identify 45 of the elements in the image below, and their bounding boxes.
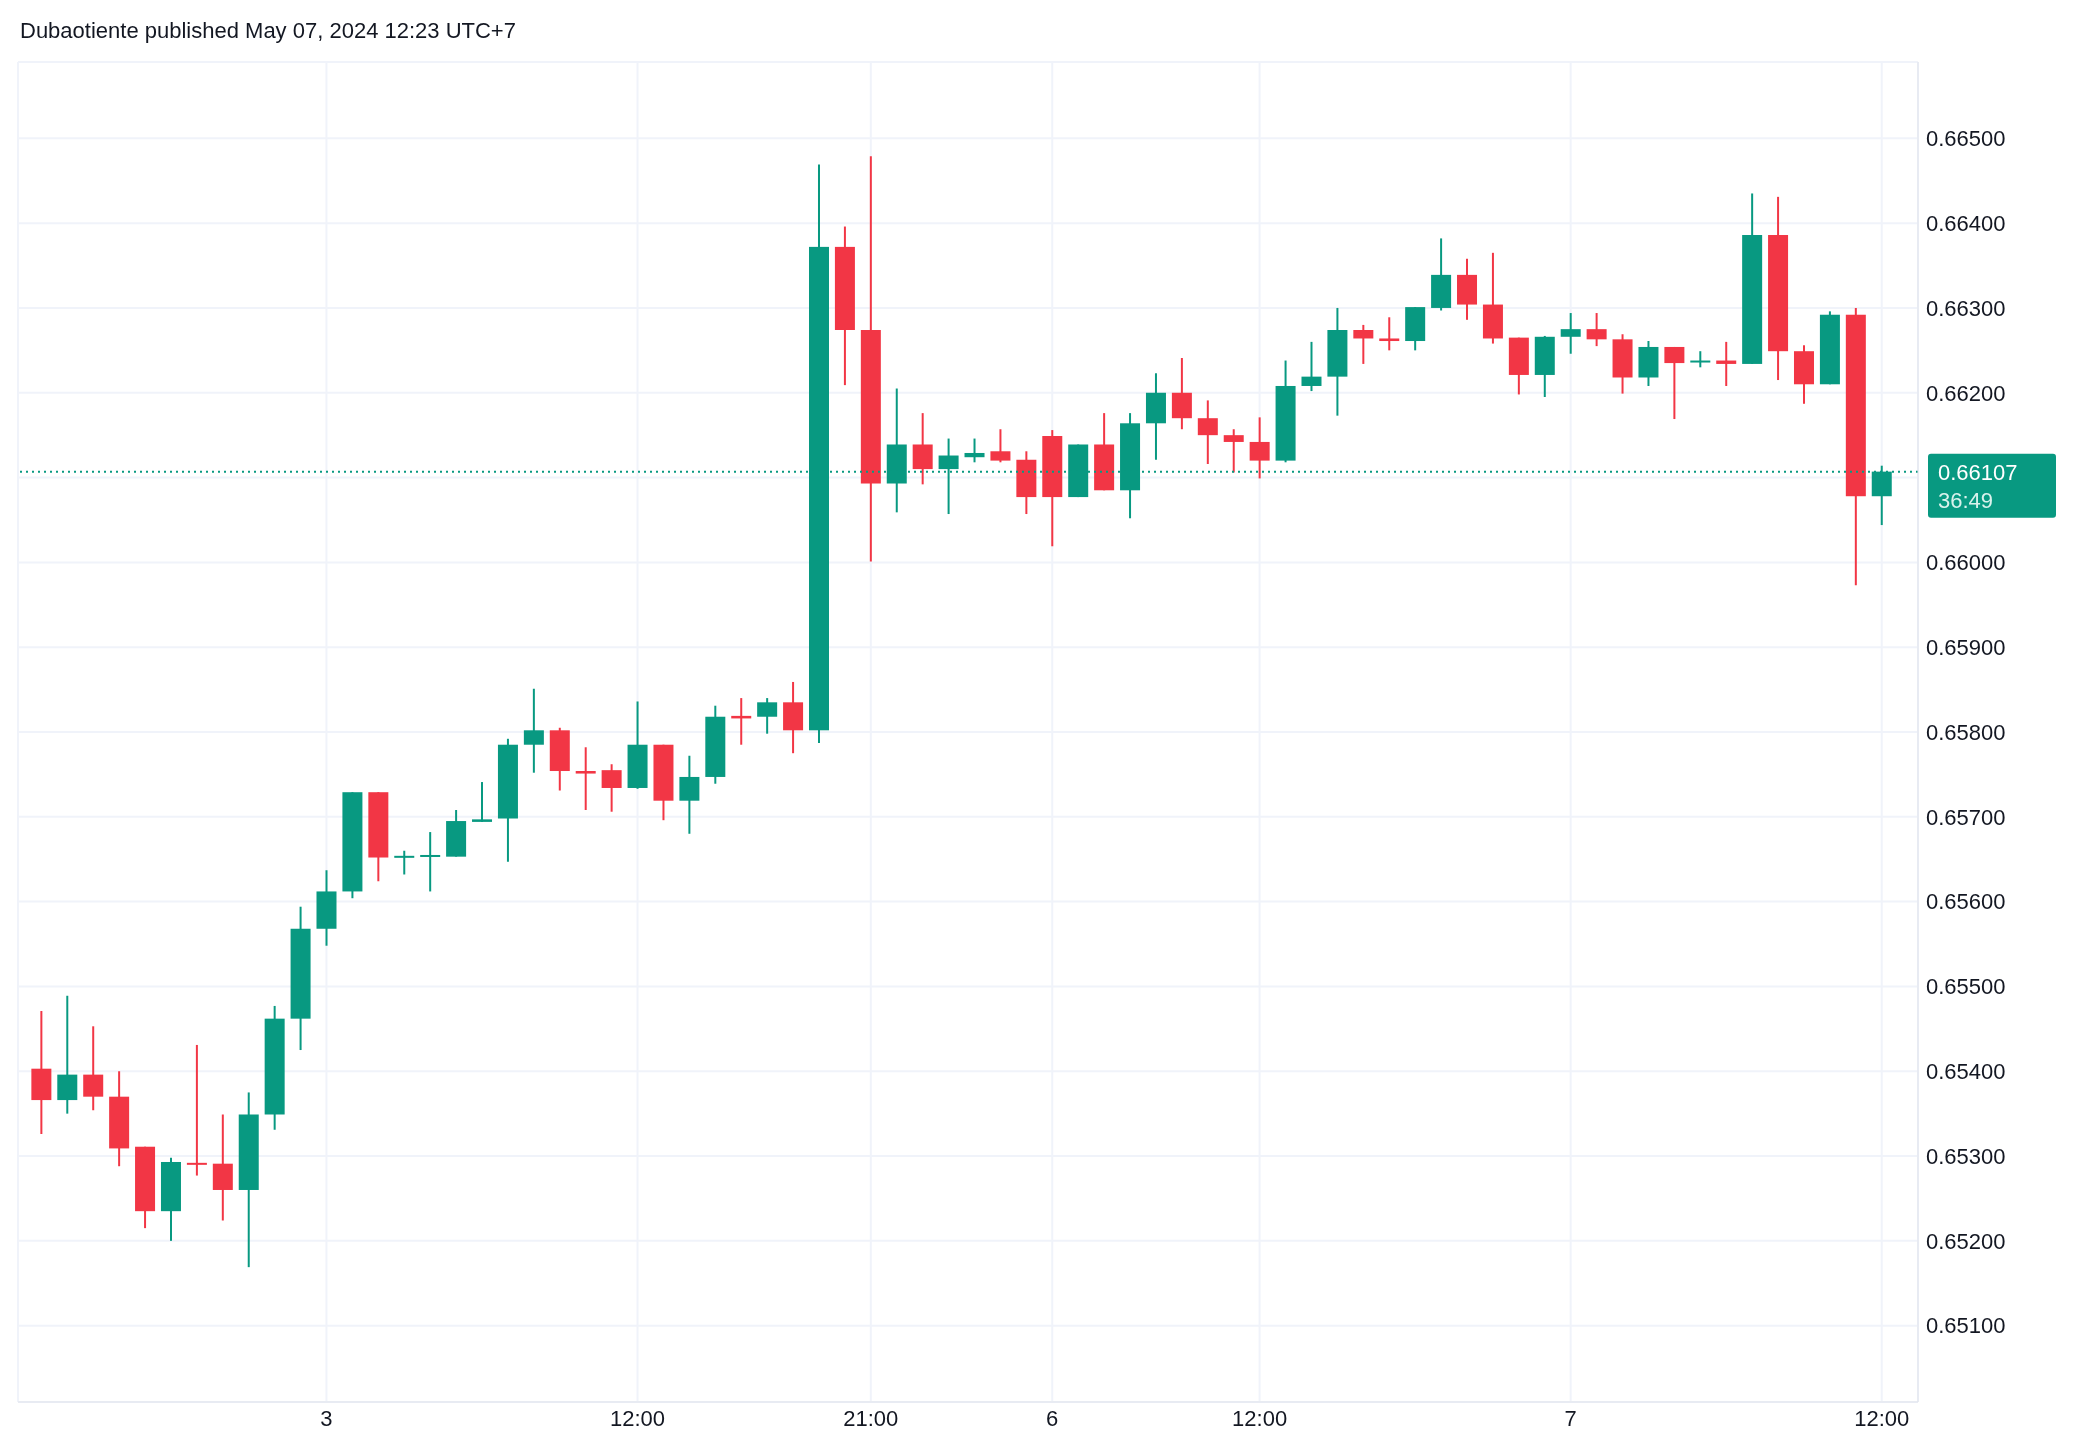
y-tick-label: 0.65600 xyxy=(1926,889,2006,915)
candlestick xyxy=(1353,323,1374,365)
x-tick-label: 7 xyxy=(1564,1405,1577,1431)
candlestick xyxy=(679,754,700,835)
x-tick-label: 12:00 xyxy=(1232,1405,1288,1431)
y-tick-label: 0.65400 xyxy=(1926,1059,2006,1085)
y-tick-label: 0.65900 xyxy=(1926,635,2006,660)
candlestick xyxy=(601,763,622,813)
text: 36:49 xyxy=(1938,487,1994,513)
ref-line-label: 0.66107 xyxy=(1938,459,2018,485)
candlestick xyxy=(1664,345,1685,421)
y-tick-label: 0.66400 xyxy=(1926,210,2006,236)
y-tick-label: 0.65200 xyxy=(1926,1228,2006,1254)
candlestick xyxy=(472,781,493,823)
candlestick xyxy=(186,1043,207,1177)
chart-title: Dubaotiente published May 07, 2024 12:23 UTC+7 xyxy=(19,17,517,45)
candlestick xyxy=(1301,340,1322,393)
y-tick-label: 0.66300 xyxy=(1926,295,2006,321)
candlestick xyxy=(394,849,415,876)
y-tick-label: 0.65300 xyxy=(1926,1143,2006,1169)
candlestick xyxy=(964,437,985,464)
y-tick-label: 0.65800 xyxy=(1926,719,2006,745)
candlestick xyxy=(1249,416,1270,480)
x-tick-label: 21:00 xyxy=(843,1405,899,1431)
y-tick-label: 0.65100 xyxy=(1926,1313,2006,1339)
candlestick xyxy=(990,428,1011,464)
y-tick-label: 0.65500 xyxy=(1926,974,2006,1000)
x-tick-label: 12:00 xyxy=(1854,1405,1910,1431)
candlestick xyxy=(757,697,778,735)
y-tick-label: 0.66200 xyxy=(1926,380,2006,406)
candlestick xyxy=(1197,399,1218,465)
y-tick-label: 0.66500 xyxy=(1926,126,2006,152)
candlestick xyxy=(523,687,544,774)
x-tick-label: 12:00 xyxy=(609,1405,666,1431)
x-tick-label: 3 xyxy=(320,1405,333,1431)
candlestick xyxy=(575,746,596,812)
candlestick xyxy=(1223,428,1244,474)
candlestick xyxy=(1379,316,1400,352)
y-tick-label: 0.65700 xyxy=(1926,804,2006,830)
candlestick xyxy=(1560,312,1581,355)
candlestick xyxy=(420,831,441,893)
candlestick xyxy=(1586,312,1607,348)
candlestick xyxy=(83,1025,104,1112)
x-tick-label: 6 xyxy=(1046,1405,1059,1431)
y-tick-label: 0.66000 xyxy=(1926,550,2006,576)
